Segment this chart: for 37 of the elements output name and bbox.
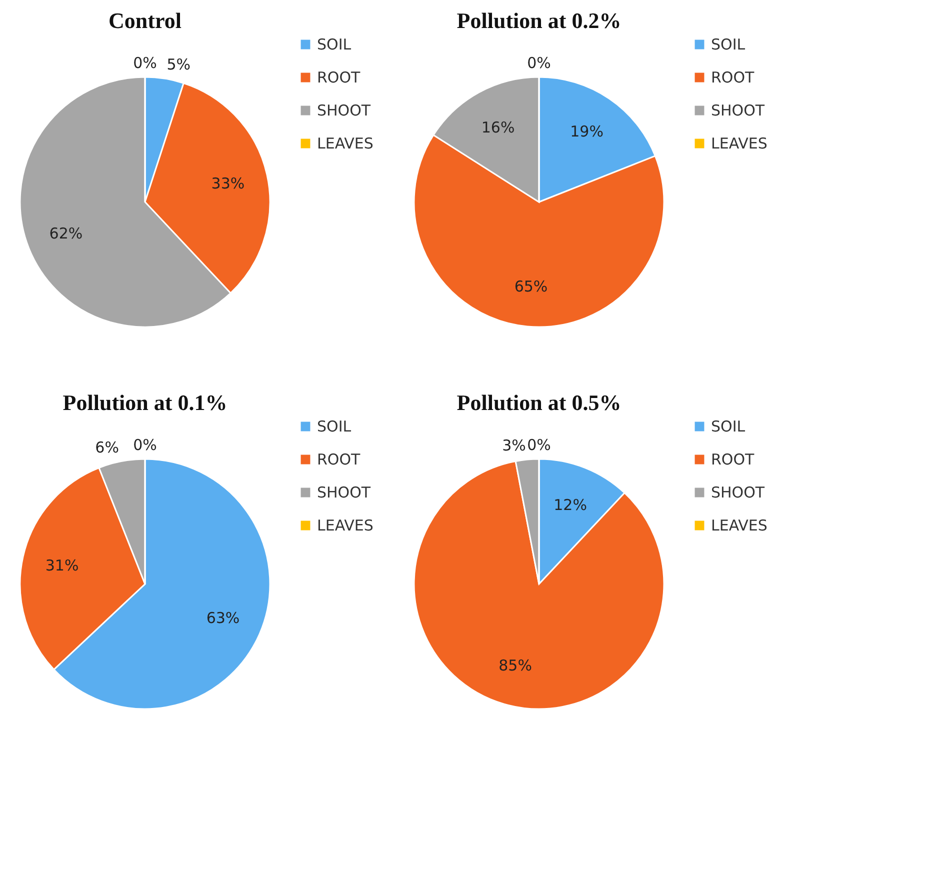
legend-label: ROOT (317, 450, 362, 468)
legend-label: SHOOT (711, 484, 766, 502)
chart-title: Pollution at 0.1% (62, 390, 228, 415)
data-label: 63% (206, 608, 240, 627)
legend-label: SOIL (317, 418, 352, 436)
chart-title: Pollution at 0.2% (456, 8, 622, 33)
data-label: 33% (211, 174, 245, 192)
data-label: 5% (166, 56, 191, 74)
data-label: 62% (49, 224, 83, 242)
text: 0% (133, 436, 157, 454)
text: 0% (527, 436, 551, 454)
pie-slice (413, 460, 665, 710)
legend-label: ROOT (711, 68, 756, 86)
text: 0% (133, 54, 157, 72)
data-label: 19% (570, 122, 604, 141)
legend-label: ROOT (317, 68, 362, 86)
legend-label: SOIL (711, 418, 746, 436)
chart-title: Pollution at 0.5% (456, 390, 622, 415)
data-label: 12% (554, 496, 587, 514)
data-label: 3% (502, 436, 526, 455)
legend-label: SHOOT (317, 484, 372, 502)
data-label: 16% (481, 118, 515, 137)
legend-label: LEAVES (317, 134, 374, 152)
data-label: 31% (45, 556, 79, 574)
legend-label: SOIL (711, 36, 746, 54)
legend-label: SHOOT (711, 102, 766, 120)
data-label: 85% (498, 656, 532, 675)
data-label: 65% (514, 278, 548, 296)
legend-label: LEAVES (711, 516, 768, 534)
legend-label: ROOT (711, 450, 756, 468)
text: 0% (527, 54, 551, 72)
chart-title: Control (108, 8, 182, 33)
legend-label: SOIL (317, 36, 352, 54)
data-label: 6% (95, 438, 119, 456)
legend-label: SHOOT (317, 102, 372, 120)
legend-label: LEAVES (711, 134, 768, 152)
legend-label: LEAVES (317, 516, 374, 534)
